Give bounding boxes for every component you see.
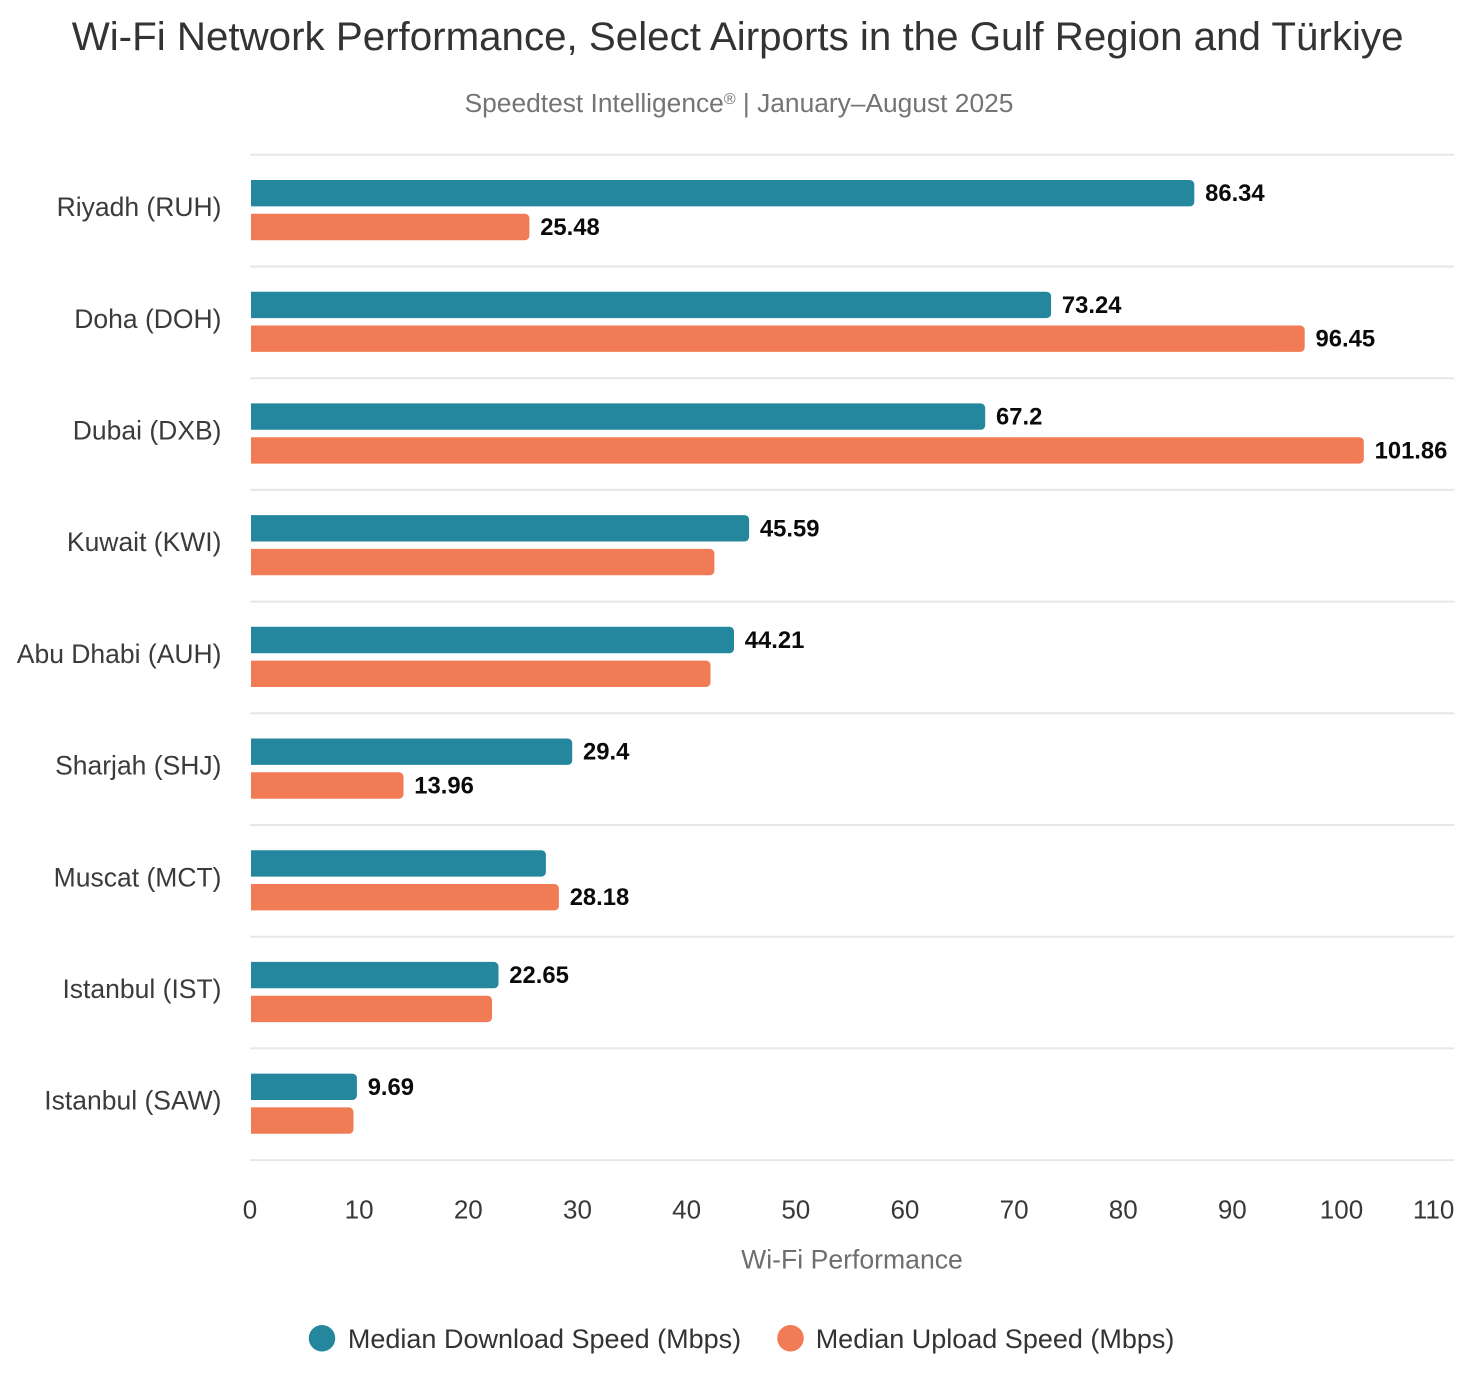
svg-text:67.2: 67.2 (996, 404, 1042, 431)
svg-text:Abu Dhabi (AUH): Abu Dhabi (AUH) (17, 639, 222, 669)
svg-text:Dubai (DXB): Dubai (DXB) (73, 416, 222, 446)
svg-text:20: 20 (454, 1195, 483, 1225)
svg-text:Wi-Fi Network Performance, Sel: Wi-Fi Network Performance, Select Airpor… (72, 14, 1404, 59)
svg-text:25.48: 25.48 (540, 214, 600, 241)
svg-text:86.34: 86.34 (1205, 180, 1265, 207)
svg-text:73.24: 73.24 (1062, 292, 1122, 319)
svg-text:Doha (DOH): Doha (DOH) (74, 304, 221, 334)
svg-text:90: 90 (1218, 1195, 1247, 1225)
svg-text:Istanbul (SAW): Istanbul (SAW) (44, 1086, 221, 1116)
svg-text:Kuwait (KWI): Kuwait (KWI) (67, 527, 222, 557)
svg-text:10: 10 (345, 1195, 374, 1225)
svg-text:100: 100 (1320, 1195, 1363, 1225)
svg-text:96.45: 96.45 (1316, 326, 1376, 353)
svg-text:Median Download Speed (Mbps): Median Download Speed (Mbps) (348, 1324, 741, 1354)
svg-text:50: 50 (781, 1195, 810, 1225)
svg-text:Wi-Fi Performance: Wi-Fi Performance (741, 1245, 963, 1275)
svg-text:44.21: 44.21 (745, 627, 805, 654)
svg-text:13.96: 13.96 (414, 773, 474, 800)
svg-text:9.69: 9.69 (368, 1074, 414, 1101)
svg-text:22.65: 22.65 (509, 962, 569, 989)
svg-text:Riyadh (RUH): Riyadh (RUH) (57, 192, 222, 222)
svg-text:45.59: 45.59 (760, 515, 820, 542)
svg-text:40: 40 (672, 1195, 701, 1225)
svg-text:Istanbul (IST): Istanbul (IST) (62, 974, 221, 1004)
svg-text:80: 80 (1109, 1195, 1138, 1225)
svg-text:Speedtest Intelligence® | Janu: Speedtest Intelligence® | January–August… (465, 88, 1014, 118)
svg-text:29.4: 29.4 (583, 739, 630, 766)
svg-text:110: 110 (1413, 1195, 1454, 1225)
svg-text:Sharjah (SHJ): Sharjah (SHJ) (55, 751, 221, 781)
svg-text:0: 0 (243, 1195, 257, 1225)
svg-text:Median Upload Speed (Mbps): Median Upload Speed (Mbps) (816, 1324, 1175, 1354)
svg-text:70: 70 (1000, 1195, 1029, 1225)
svg-text:Muscat (MCT): Muscat (MCT) (54, 862, 222, 892)
svg-text:60: 60 (890, 1195, 919, 1225)
svg-text:30: 30 (563, 1195, 592, 1225)
svg-text:28.18: 28.18 (570, 884, 630, 911)
svg-text:101.86: 101.86 (1375, 437, 1448, 464)
